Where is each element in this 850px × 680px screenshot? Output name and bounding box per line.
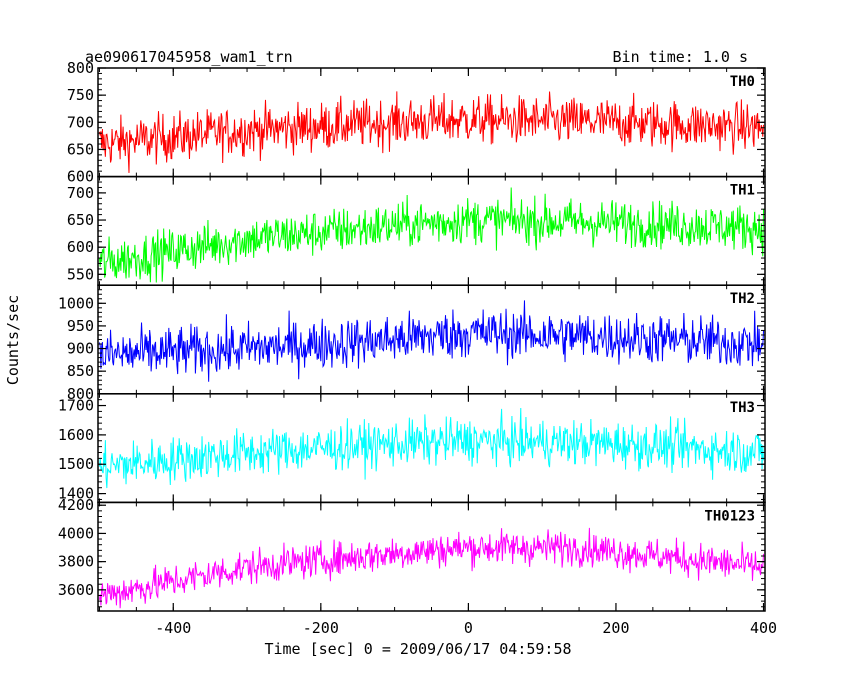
x-axis: -400 -200 0 200 400 xyxy=(155,619,777,637)
figure-title: ae090617045958_wam1_trn xyxy=(85,48,293,66)
bin-time-label: Bin time: 1.0 s xyxy=(613,48,748,66)
series-line-th0123 xyxy=(98,527,765,609)
series-line-th0 xyxy=(98,91,765,173)
y-tick-label: 650 xyxy=(67,211,94,229)
panel-label-th0123: TH0123 xyxy=(704,508,755,524)
y-tick-label: 4200 xyxy=(58,496,94,514)
y-tick-label: 1600 xyxy=(58,426,94,444)
series-line-th3 xyxy=(98,407,765,489)
panel-th3: 1400 1500 1600 1700 TH3 xyxy=(58,393,766,504)
panel-label-th2: TH2 xyxy=(730,291,755,307)
y-tick-label: 4000 xyxy=(58,524,94,542)
series-line-th1 xyxy=(98,187,765,283)
y-tick-label: 1700 xyxy=(58,397,94,415)
series-line-th2 xyxy=(98,300,765,382)
y-tick-label: 650 xyxy=(67,140,94,158)
y-tick-label: 850 xyxy=(67,362,94,380)
panel-th2: 800 850 900 950 1000 TH2 xyxy=(58,284,766,403)
y-axis-label: Counts/sec xyxy=(4,295,22,385)
y-tick-label: 700 xyxy=(67,113,94,131)
x-tick-label: 400 xyxy=(750,619,777,637)
panel-label-th3: TH3 xyxy=(730,400,755,416)
y-tick-label: 1400 xyxy=(58,485,94,503)
panel-th0123: 3600 3800 4000 4200 TH0123 xyxy=(58,496,766,612)
panel-th1: 550 600 650 700 TH1 xyxy=(67,175,766,286)
x-tick-label: -200 xyxy=(303,619,339,637)
y-tick-label: 600 xyxy=(67,168,94,186)
y-tick-label: 750 xyxy=(67,86,94,104)
y-tick-label: 3600 xyxy=(58,581,94,599)
x-tick-label: 0 xyxy=(464,619,473,637)
x-tick-label: -400 xyxy=(155,619,191,637)
panel-label-th0: TH0 xyxy=(730,74,755,90)
panel-th0: 600 650 700 750 800 TH0 xyxy=(67,59,766,186)
y-tick-label: 3800 xyxy=(58,553,94,571)
panel-label-th1: TH1 xyxy=(730,183,755,199)
y-tick-label: 600 xyxy=(67,238,94,256)
x-axis-label: Time [sec] 0 = 2009/06/17 04:59:58 xyxy=(264,640,571,658)
panel-frame xyxy=(97,175,766,286)
y-tick-label: 800 xyxy=(67,59,94,77)
y-tick-label: 1000 xyxy=(58,294,94,312)
y-tick-label: 1500 xyxy=(58,455,94,473)
y-tick-label: 550 xyxy=(67,265,94,283)
y-tick-label: 800 xyxy=(67,385,94,403)
panels: 600 650 700 750 800 TH0 550 600 650 700 TH1 800 850 9… xyxy=(58,59,766,612)
y-tick-label: 700 xyxy=(67,184,94,202)
x-tick-label: 200 xyxy=(602,619,629,637)
y-tick-label: 900 xyxy=(67,340,94,358)
y-tick-label: 950 xyxy=(67,317,94,335)
